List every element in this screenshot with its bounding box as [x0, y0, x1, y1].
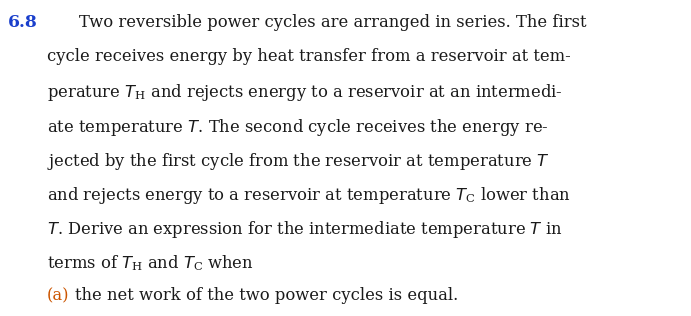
Text: ate temperature $T$. The second cycle receives the energy re-: ate temperature $T$. The second cycle re… [47, 117, 549, 137]
Text: (a): (a) [47, 287, 70, 304]
Text: terms of $T_{\mathregular{H}}$ and $T_{\mathregular{C}}$ when: terms of $T_{\mathregular{H}}$ and $T_{\… [47, 253, 254, 273]
Text: 6.8: 6.8 [8, 14, 38, 31]
Text: cycle receives energy by heat transfer from a reservoir at tem-: cycle receives energy by heat transfer f… [47, 48, 571, 65]
Text: the net work of the two power cycles is equal.: the net work of the two power cycles is … [75, 287, 458, 304]
Text: perature $T_{\mathregular{H}}$ and rejects energy to a reservoir at an intermedi: perature $T_{\mathregular{H}}$ and rejec… [47, 82, 562, 103]
Text: Two reversible power cycles are arranged in series. The first: Two reversible power cycles are arranged… [79, 14, 587, 31]
Text: and rejects energy to a reservoir at temperature $T_{\mathregular{C}}$ lower tha: and rejects energy to a reservoir at tem… [47, 185, 571, 206]
Text: $T$. Derive an expression for the intermediate temperature $T$ in: $T$. Derive an expression for the interm… [47, 219, 562, 240]
Text: jected by the first cycle from the reservoir at temperature $T$: jected by the first cycle from the reser… [47, 151, 550, 172]
